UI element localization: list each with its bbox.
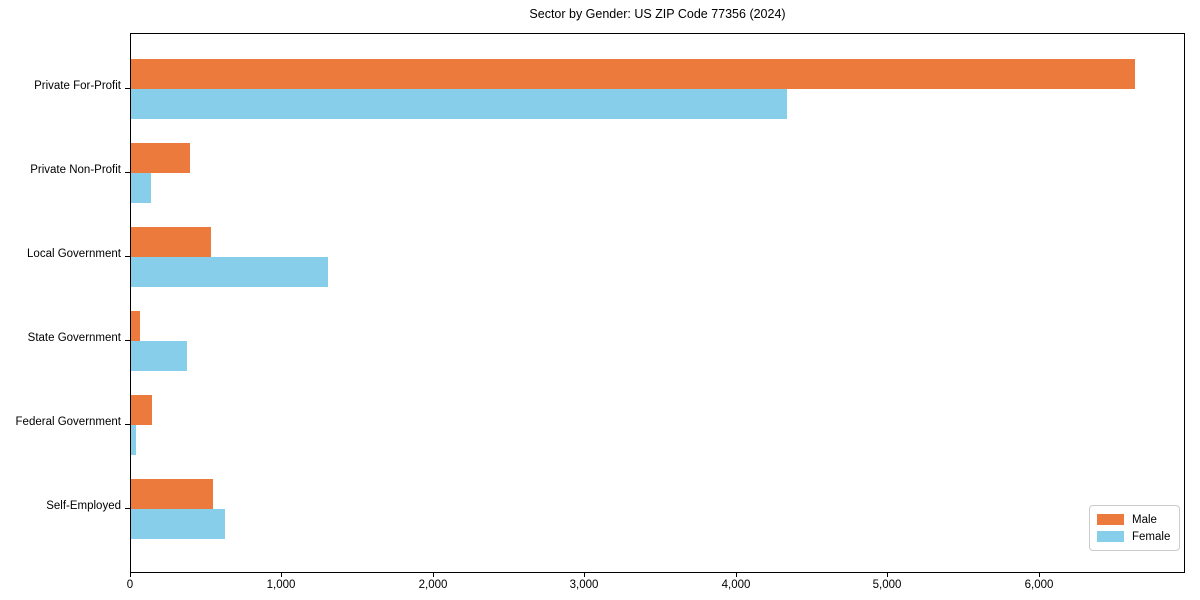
bar-male-private-for-profit <box>131 59 1135 89</box>
y-tick-mark <box>125 424 130 425</box>
bar-male-self-employed <box>131 479 213 509</box>
x-tick-mark <box>584 573 585 577</box>
y-tick-label: Self-Employed <box>46 500 121 512</box>
x-tick-label: 2,000 <box>418 579 448 591</box>
y-tick-label: Local Government <box>27 248 121 260</box>
y-tick-label: Federal Government <box>15 416 121 428</box>
legend: Male Female <box>1089 505 1181 551</box>
bar-male-federal-government <box>131 395 152 425</box>
y-tick-mark <box>125 256 130 257</box>
x-tick-mark <box>887 573 888 577</box>
x-tick-label: 5,000 <box>872 579 902 591</box>
legend-label: Female <box>1132 530 1171 543</box>
x-tick-label: 3,000 <box>569 579 599 591</box>
y-tick-mark <box>125 172 130 173</box>
x-tick-label: 6,000 <box>1024 579 1054 591</box>
legend-swatch-male <box>1097 514 1124 525</box>
legend-item-female: Female <box>1097 528 1170 545</box>
x-tick-mark <box>130 573 131 577</box>
bar-female-private-non-profit <box>131 173 151 203</box>
y-tick-mark <box>125 88 130 89</box>
y-tick-label: Private For-Profit <box>34 80 121 92</box>
legend-label: Male <box>1132 513 1157 526</box>
bar-female-self-employed <box>131 509 225 539</box>
bar-female-local-government <box>131 257 328 287</box>
x-tick-mark <box>281 573 282 577</box>
x-tick-mark <box>736 573 737 577</box>
x-tick-mark <box>433 573 434 577</box>
plot-area <box>130 33 1185 573</box>
x-tick-mark <box>1039 573 1040 577</box>
legend-swatch-female <box>1097 531 1124 542</box>
y-tick-mark <box>125 508 130 509</box>
x-tick-label: 1,000 <box>266 579 296 591</box>
chart-title: Sector by Gender: US ZIP Code 77356 (202… <box>529 7 786 21</box>
y-tick-mark <box>125 340 130 341</box>
bar-male-local-government <box>131 227 211 257</box>
y-tick-label: Private Non-Profit <box>30 164 121 176</box>
bar-male-state-government <box>131 311 140 341</box>
bar-female-private-for-profit <box>131 89 787 119</box>
bar-female-state-government <box>131 341 187 371</box>
y-tick-label: State Government <box>27 332 121 344</box>
bar-male-private-non-profit <box>131 143 190 173</box>
x-tick-label: 0 <box>126 579 134 591</box>
bar-female-federal-government <box>131 425 136 455</box>
x-tick-label: 4,000 <box>721 579 751 591</box>
legend-item-male: Male <box>1097 511 1170 528</box>
